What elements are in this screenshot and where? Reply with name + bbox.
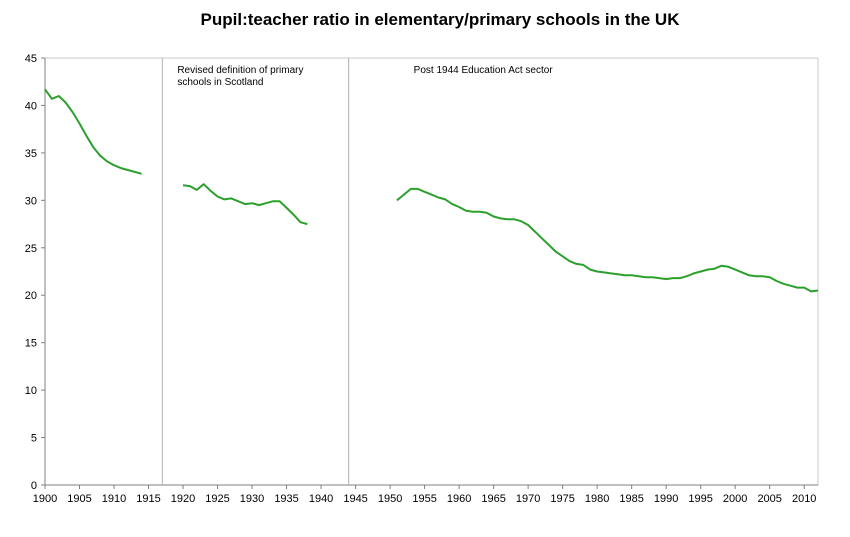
x-tick-label: 1905 [67,493,91,505]
series-line-segment [44,88,142,175]
axes: 0 5 10 15 20 25 30 35 40 45 1900 1905 1910 1915 1920 19… [25,53,819,505]
y-tick-label: 5 [31,433,37,445]
y-tick-label: 10 [25,385,37,397]
x-tick-label: 2000 [723,493,747,505]
x-tick-label: 1925 [205,493,229,505]
x-tick-label: 1920 [171,493,195,505]
x-tick-label: 1935 [274,493,298,505]
y-tick-label: 0 [31,480,37,492]
x-tick-label: 1975 [550,493,574,505]
series-line-segment [182,183,308,226]
x-tick-label: 1955 [412,493,436,505]
x-tick-label: 1945 [343,493,367,505]
x-tick-label: 1915 [136,493,160,505]
x-tick-label: 1985 [619,493,643,505]
x-tick-label: 2005 [757,493,781,505]
y-tick-label: 20 [25,290,37,302]
x-tick-label: 1940 [309,493,333,505]
annotation-line: schools in Scotland [177,77,263,88]
x-tick-label: 1930 [240,493,264,505]
dividers: Revised definition of primary schools in … [161,58,554,485]
series-group [44,88,819,293]
y-tick-label: 35 [25,148,37,160]
y-tick-label: 15 [25,338,37,350]
x-tick-label: 1910 [102,493,126,505]
y-tick-label: 30 [25,195,37,207]
x-tick-label: 1960 [447,493,471,505]
divider-annotation: Revised definition of primary schools in … [177,65,303,88]
x-tick-label: 1900 [33,493,57,505]
x-tick-label: 1965 [481,493,505,505]
series-line-segment [396,187,819,293]
x-tick-label: 1995 [688,493,712,505]
y-tick-label: 40 [25,100,37,112]
y-tick-label: 45 [25,53,37,65]
x-tick-label: 1980 [585,493,609,505]
x-tick-label: 2010 [792,493,816,505]
divider-annotation: Post 1944 Education Act sector [414,65,554,76]
chart-title: Pupil:teacher ratio in elementary/primar… [200,10,680,29]
x-tick-label: 1990 [654,493,678,505]
x-tick-label: 1950 [378,493,402,505]
y-tick-label: 25 [25,243,37,255]
x-tick-label: 1970 [516,493,540,505]
annotation-line: Revised definition of primary [177,65,303,76]
